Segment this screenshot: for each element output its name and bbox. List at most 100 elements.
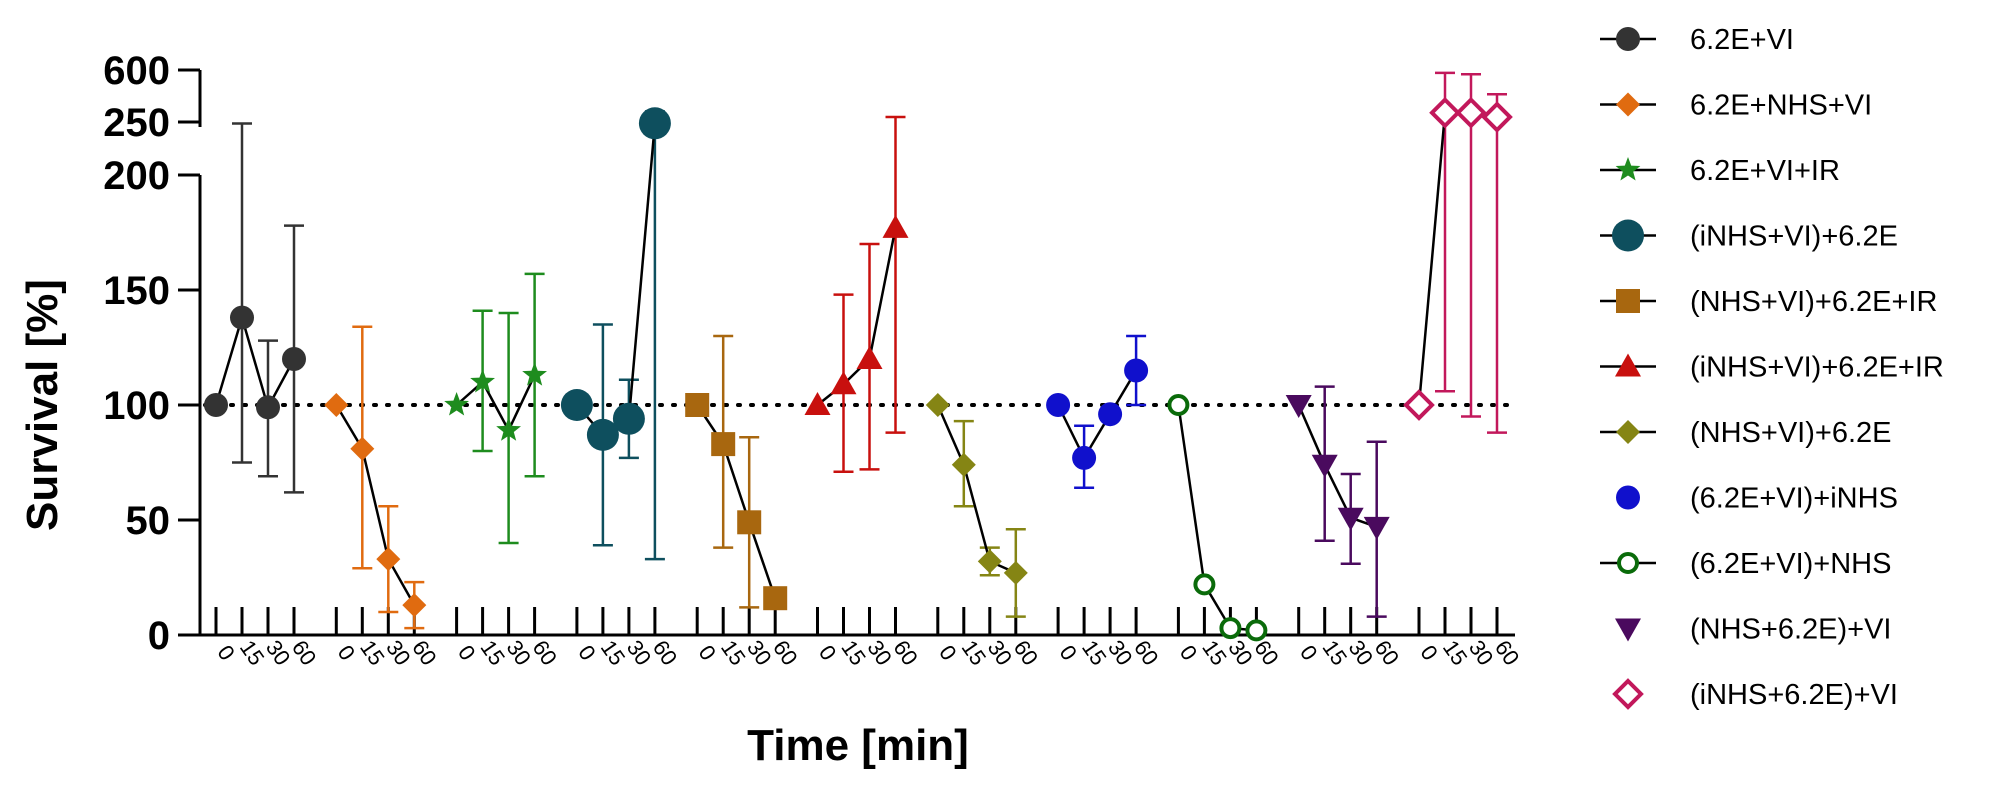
- series-group: [560, 107, 671, 561]
- data-point: [1245, 619, 1268, 642]
- data-point: [1098, 402, 1123, 427]
- x-tick-label: 60: [1490, 636, 1525, 670]
- legend-label: (NHS+VI)+6.2E+IR: [1690, 286, 1937, 318]
- data-point: [256, 395, 280, 420]
- error-bar: [1461, 73, 1481, 418]
- series-group: [1285, 385, 1390, 618]
- data-point: [324, 393, 349, 417]
- legend-item: (6.2E+VI)+iNHS: [1616, 483, 1898, 515]
- legend-label: (6.2E+VI)+iNHS: [1690, 483, 1898, 515]
- y-tick-label: 50: [126, 499, 171, 543]
- x-tick-label: 0: [333, 641, 361, 665]
- data-point: [1285, 395, 1312, 418]
- data-point: [586, 418, 619, 451]
- y-tick-label: 0: [148, 614, 170, 658]
- data-point: [711, 432, 736, 457]
- series-group: [1403, 71, 1513, 434]
- data-point: [444, 392, 469, 416]
- series-line: [455, 374, 536, 434]
- legend-item: (iNHS+VI)+6.2E+IR: [1600, 352, 1944, 384]
- error-bar: [885, 115, 906, 434]
- legend-item: 6.2E+NHS+VI: [1600, 90, 1872, 122]
- data-point: [350, 436, 375, 461]
- legend-marker: [1616, 289, 1640, 313]
- data-point: [282, 347, 306, 371]
- data-point: [1193, 573, 1216, 596]
- data-point: [685, 393, 710, 417]
- x-tick-label: 0: [453, 641, 481, 665]
- series-group: [804, 115, 909, 473]
- y-tick-label: 100: [103, 384, 170, 428]
- x-tick-label: 60: [888, 636, 923, 670]
- x-tick-label: 0: [1295, 641, 1323, 665]
- legend-item: (iNHS+VI)+6.2E: [1600, 219, 1898, 253]
- x-tick-label: 60: [1370, 636, 1405, 670]
- series-line: [1297, 404, 1378, 529]
- legend-item: (iNHS+6.2E)+VI: [1612, 678, 1898, 711]
- x-tick-label: 0: [814, 641, 842, 665]
- data-point: [470, 369, 495, 393]
- y-axis-title: Survival [%]: [18, 279, 67, 531]
- x-tick-label: 0: [212, 641, 240, 665]
- axes-layer: Time [min] Survival [%]: [18, 70, 1515, 770]
- legend-label: (iNHS+VI)+6.2E+IR: [1690, 352, 1944, 384]
- x-tick-label: 0: [1175, 641, 1203, 665]
- series-group: [324, 325, 427, 630]
- data-point: [560, 389, 593, 421]
- legend-label: 6.2E+VI+IR: [1690, 155, 1840, 187]
- series-group: [685, 334, 788, 611]
- error-bar: [644, 110, 665, 561]
- x-tick-label: 0: [1415, 641, 1443, 665]
- legend-item: (NHS+VI)+6.2E+IR: [1600, 286, 1937, 318]
- x-tick-label: 0: [694, 641, 722, 665]
- data-point: [977, 549, 1002, 574]
- series-line: [696, 404, 777, 599]
- legend: 6.2E+VI 6.2E+NHS+VI 6.2E+VI+IR (iNHS+VI)+6.…: [1600, 24, 1944, 711]
- x-tick-label: 60: [527, 636, 562, 670]
- series-line: [1177, 404, 1257, 632]
- y-ticks: 0 50 100 150 200 250 600: [103, 49, 200, 658]
- data-point: [1003, 560, 1028, 585]
- legend-label: 6.2E+VI: [1690, 24, 1794, 56]
- legend-marker: [1615, 353, 1641, 377]
- legend-label: 6.2E+NHS+VI: [1690, 90, 1872, 122]
- data-point: [1481, 101, 1513, 133]
- series-layer: [204, 71, 1513, 642]
- legend-item: (NHS+6.2E)+VI: [1615, 614, 1891, 646]
- series-group: [925, 393, 1028, 618]
- legend-marker: [1612, 219, 1644, 252]
- data-point: [925, 393, 950, 417]
- data-point: [496, 417, 521, 441]
- data-point: [1167, 394, 1190, 416]
- legend-label: (6.2E+VI)+NHS: [1690, 548, 1891, 580]
- y-tick-label: 200: [103, 154, 170, 198]
- legend-marker: [1616, 92, 1640, 117]
- legend-item: (NHS+VI)+6.2E: [1600, 417, 1891, 449]
- series-line: [335, 404, 416, 606]
- x-tick-label: 60: [287, 636, 322, 670]
- series-group: [204, 122, 306, 494]
- data-point: [1311, 454, 1338, 478]
- legend-marker: [1616, 420, 1640, 444]
- x-tick-label: 60: [407, 636, 442, 670]
- data-point: [522, 362, 547, 386]
- series-line: [816, 227, 897, 406]
- series-group: [1167, 394, 1268, 642]
- x-tick-label: 0: [573, 641, 601, 665]
- data-point: [830, 371, 857, 395]
- data-point: [1337, 507, 1364, 531]
- data-point: [856, 346, 883, 369]
- legend-item: 6.2E+VI: [1600, 24, 1794, 56]
- legend-label: (iNHS+VI)+6.2E: [1690, 221, 1898, 253]
- data-point: [951, 452, 976, 477]
- x-tick-label: 60: [648, 636, 683, 670]
- y-tick-label: 150: [103, 269, 170, 313]
- data-point: [1429, 96, 1461, 129]
- series-line: [1056, 369, 1138, 461]
- data-point: [882, 214, 909, 238]
- x-tick-label: 60: [1129, 636, 1164, 670]
- series-line: [936, 404, 1017, 575]
- data-point: [1072, 445, 1097, 470]
- data-point: [204, 393, 228, 417]
